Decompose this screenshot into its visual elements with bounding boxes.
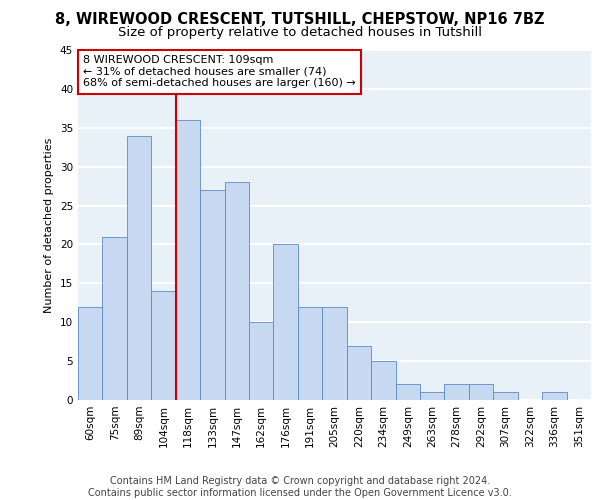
Bar (420, 392, 445, 400)
Bar (322, 306, 347, 400)
Bar (103, 236, 127, 400)
Bar (371, 361, 395, 400)
Bar (395, 384, 420, 400)
Bar (200, 190, 224, 400)
Bar (542, 392, 566, 400)
Text: Size of property relative to detached houses in Tutshill: Size of property relative to detached ho… (118, 26, 482, 39)
Text: Contains HM Land Registry data © Crown copyright and database right 2024.
Contai: Contains HM Land Registry data © Crown c… (88, 476, 512, 498)
Bar (127, 136, 151, 400)
Text: 8, WIREWOOD CRESCENT, TUTSHILL, CHEPSTOW, NP16 7BZ: 8, WIREWOOD CRESCENT, TUTSHILL, CHEPSTOW… (55, 12, 545, 28)
Bar (445, 384, 469, 400)
Bar (249, 322, 274, 400)
Y-axis label: Number of detached properties: Number of detached properties (44, 138, 55, 312)
Bar (151, 291, 176, 400)
Bar (224, 182, 249, 400)
Bar (298, 306, 322, 400)
Bar (274, 244, 298, 400)
Bar (176, 120, 200, 400)
Bar (493, 392, 518, 400)
Bar (469, 384, 493, 400)
Text: 8 WIREWOOD CRESCENT: 109sqm
← 31% of detached houses are smaller (74)
68% of sem: 8 WIREWOOD CRESCENT: 109sqm ← 31% of det… (83, 56, 356, 88)
Bar (347, 346, 371, 400)
Bar (78, 306, 103, 400)
